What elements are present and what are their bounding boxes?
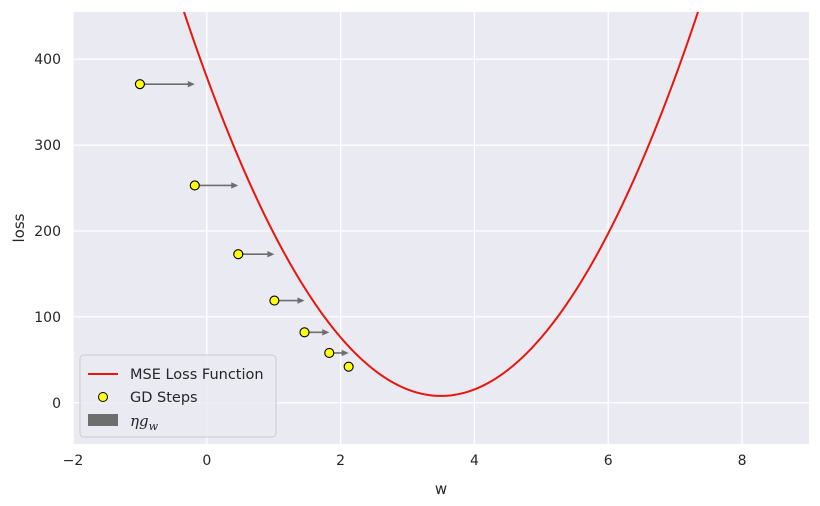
gd-step-point (269, 295, 280, 306)
x-tick-label: 4 (470, 453, 479, 469)
x-tick-label: 2 (336, 453, 345, 469)
legend-patch-swatch (88, 414, 118, 426)
x-axis-label: w (435, 480, 447, 498)
legend-label-gd-steps: GD Steps (130, 390, 198, 406)
y-tick-label: 200 (34, 224, 61, 240)
legend: MSE Loss Function GD Steps ηgw (79, 354, 277, 438)
y-axis-ticks: 0 100 200 300 400 (34, 52, 61, 412)
gradient-arrow (194, 182, 239, 189)
legend-marker-swatch (98, 392, 108, 402)
loss-curve-layer (182, 12, 700, 397)
x-tick-label: −2 (63, 453, 84, 469)
grid (72, 12, 809, 444)
y-axis-label: loss (10, 213, 28, 242)
legend-label-arrows: ηgw (130, 412, 159, 433)
y-tick-label: 300 (34, 138, 61, 154)
x-tick-label: 0 (202, 453, 211, 469)
gd-step-point (324, 347, 335, 359)
x-axis-ticks: −2 0 2 4 6 8 (63, 453, 747, 469)
gradient-arrow (139, 80, 195, 88)
loss-curve (182, 12, 700, 397)
legend-frame (79, 354, 277, 438)
gd-step-point (299, 327, 310, 338)
gd-step-point (233, 249, 244, 260)
x-tick-label: 8 (738, 453, 747, 469)
y-tick-label: 100 (34, 310, 61, 326)
gd-step-point (189, 180, 200, 191)
legend-label-loss: MSE Loss Function (130, 367, 264, 383)
x-tick-label: 6 (604, 453, 613, 469)
gd-step-point (134, 79, 145, 90)
y-tick-label: 400 (34, 52, 61, 68)
y-tick-label: 0 (52, 396, 61, 412)
gd-step-point (343, 361, 354, 372)
gd-steps-layer (134, 79, 354, 372)
